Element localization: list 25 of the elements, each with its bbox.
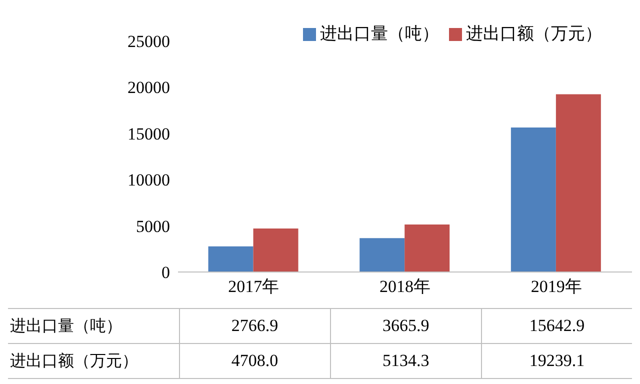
data-label: 2766.9 xyxy=(178,309,330,343)
bar xyxy=(253,228,298,272)
data-label: 5134.3 xyxy=(330,344,481,378)
y-tick-label: 5000 xyxy=(136,216,170,236)
legend-label: 进出口量（吨） xyxy=(320,24,439,44)
x-tick-label: 2019年 xyxy=(530,277,582,296)
y-tick-label: 0 xyxy=(162,263,170,282)
text: 进出口额（万元） xyxy=(10,350,138,370)
x-tick-label: 2018年 xyxy=(380,277,430,296)
text: 进出口量（吨） xyxy=(10,316,122,334)
bar xyxy=(208,246,254,272)
bar xyxy=(556,94,601,272)
bar xyxy=(360,238,405,272)
bar xyxy=(510,127,556,272)
y-tick-label: 25000 xyxy=(128,32,170,52)
x-tick-label: 2017年 xyxy=(228,277,280,296)
data-label: 3665.9 xyxy=(330,309,481,343)
y-tick-label: 10000 xyxy=(128,170,170,190)
y-tick-label: 15000 xyxy=(128,124,170,144)
legend-label: 进出口额（万元） xyxy=(466,24,602,44)
data-label: 15642.9 xyxy=(480,309,632,343)
data-label: 4708.0 xyxy=(178,344,330,378)
y-tick-label: 20000 xyxy=(128,78,170,98)
data-label: 19239.1 xyxy=(480,344,632,378)
bar xyxy=(404,224,450,272)
